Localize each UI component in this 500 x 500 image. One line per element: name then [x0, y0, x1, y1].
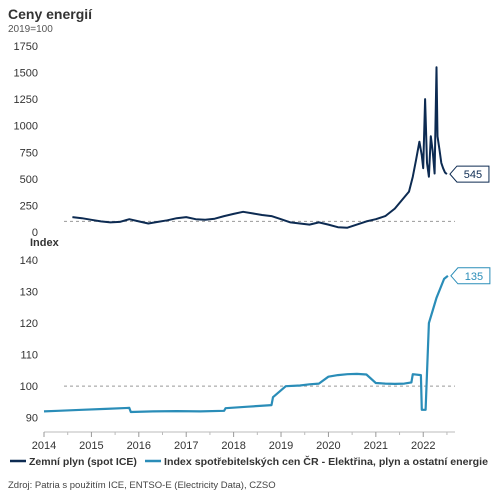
x-tick-label: 2020 [316, 440, 340, 452]
y-tick-label: 1000 [14, 121, 38, 133]
y-tick-label: 500 [20, 174, 38, 186]
legend-label-gas: Zemní plyn (spot ICE) [29, 456, 137, 468]
y-tick-label: 0 [32, 227, 38, 239]
end-label: 545 [464, 169, 482, 181]
y-tick-label: 100 [20, 381, 38, 393]
series-line-cpi [43, 274, 449, 414]
y-tick-label: 250 [20, 200, 38, 212]
x-tick-label: 2014 [32, 440, 56, 452]
y-tick-label: 140 [20, 255, 38, 267]
y-tick-label: 1750 [14, 41, 38, 53]
y-tick-label: 120 [20, 318, 38, 330]
legend-label-cpi: Index spotřebitelských cen ČR - Elektřin… [164, 455, 488, 468]
x-tick-label: 2021 [364, 440, 388, 452]
x-tick-label: 2022 [411, 440, 435, 452]
y-axis-label: Index [30, 237, 60, 249]
x-tick-label: 2016 [127, 440, 151, 452]
end-label-box [450, 267, 491, 285]
y-tick-label: 110 [20, 350, 38, 362]
y-tick-label: 1500 [14, 68, 38, 80]
chart-subtitle: 2019=100 [8, 24, 53, 35]
x-tick-label: 2015 [79, 440, 103, 452]
y-tick-label: 750 [20, 147, 38, 159]
series-line-gas [72, 66, 448, 229]
x-tick-label: 2018 [221, 440, 245, 452]
x-tick-label: 2019 [269, 440, 293, 452]
chart-title: Ceny energií [8, 6, 93, 22]
end-label-box [449, 165, 490, 183]
source-note: Zdroj: Patria s použitím ICE, ENTSO-E (E… [8, 480, 276, 491]
y-tick-label: 1250 [14, 94, 38, 106]
y-tick-label: 90 [26, 413, 38, 425]
end-label: 135 [465, 271, 483, 283]
x-tick-label: 2017 [174, 440, 198, 452]
y-tick-label: 130 [20, 287, 38, 299]
